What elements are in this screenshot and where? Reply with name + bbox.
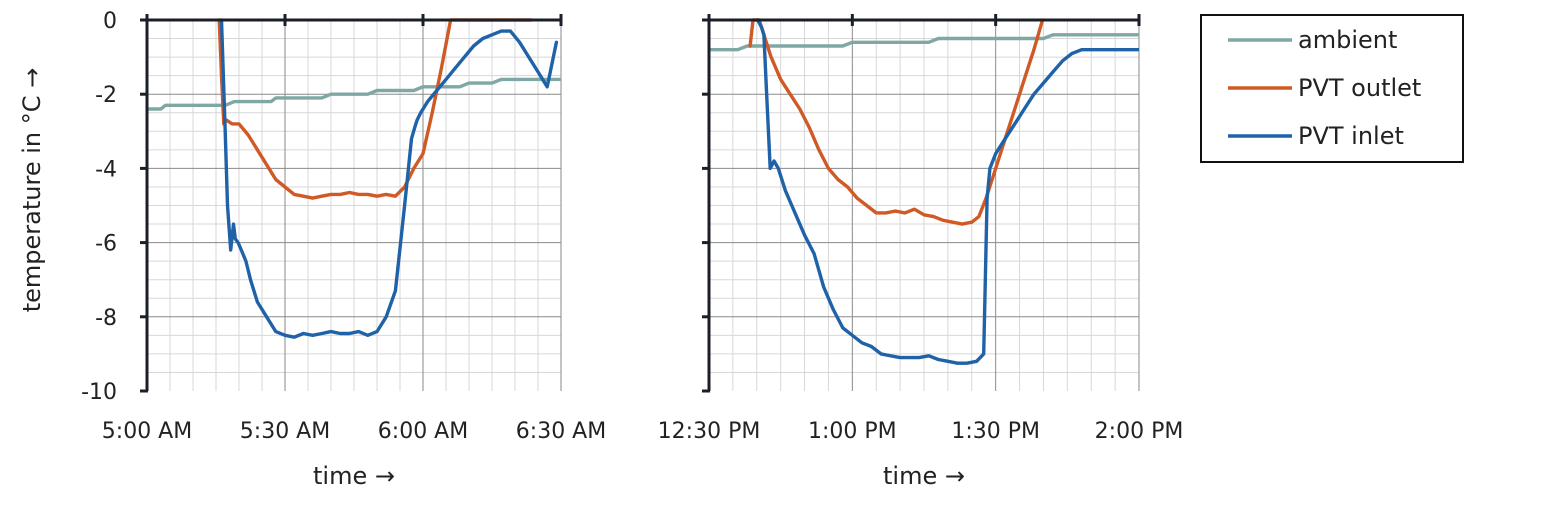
legend-label: PVT inlet <box>1298 122 1404 150</box>
series-line-pvt-outlet <box>217 18 533 200</box>
y-axis-title: temperature in °C → <box>18 68 46 313</box>
legend-label: PVT outlet <box>1298 74 1421 102</box>
chart-panel-morning: 0 -2 -4 -6 -8 -10 5:00 AM 5:30 AM 6:00 AM 6:30 AM… <box>81 9 606 490</box>
legend: ambient PVT outlet PVT inlet <box>1200 14 1464 163</box>
x-tick-label: 6:00 AM <box>378 419 468 444</box>
y-tick-label: -4 <box>95 157 117 182</box>
x-axis-title: time → <box>313 462 395 490</box>
x-tick-label: 1:00 PM <box>808 419 897 444</box>
x-tick-label: 2:00 PM <box>1095 419 1184 444</box>
x-axis-title: time → <box>883 462 965 490</box>
y-tick-label: -2 <box>95 83 117 108</box>
series-line-pvt-inlet <box>219 18 559 339</box>
legend-label: ambient <box>1298 26 1397 54</box>
series-line-ambient <box>709 33 1139 52</box>
series-line-ambient <box>147 77 561 111</box>
x-tick-label: 5:00 AM <box>102 419 192 444</box>
series-line-pvt-inlet <box>756 18 1139 365</box>
x-tick-label: 5:30 AM <box>240 419 330 444</box>
chart-panel-afternoon: 12:30 PM 1:00 PM 1:30 PM 2:00 PM time → <box>658 14 1184 490</box>
series-line-pvt-outlet <box>748 18 1045 226</box>
y-tick-label: -10 <box>81 380 117 405</box>
y-tick-label: -6 <box>95 232 117 257</box>
x-tick-label: 6:30 AM <box>516 419 606 444</box>
y-tick-label: 0 <box>103 9 117 34</box>
x-tick-label: 1:30 PM <box>951 419 1040 444</box>
y-tick-label: -8 <box>95 306 117 331</box>
x-tick-label: 12:30 PM <box>658 419 761 444</box>
